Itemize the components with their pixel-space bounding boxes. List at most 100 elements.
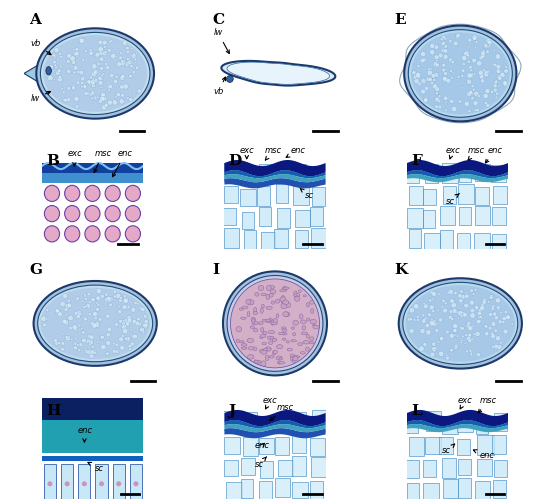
Circle shape <box>504 310 508 314</box>
Text: sc: sc <box>300 188 315 201</box>
Circle shape <box>475 305 479 310</box>
Circle shape <box>72 86 76 90</box>
Circle shape <box>82 85 86 88</box>
Circle shape <box>136 302 139 305</box>
Circle shape <box>453 41 458 46</box>
Ellipse shape <box>290 354 295 358</box>
Ellipse shape <box>272 351 276 355</box>
Polygon shape <box>425 164 438 183</box>
Circle shape <box>91 91 95 95</box>
Circle shape <box>84 349 87 352</box>
Circle shape <box>429 305 434 310</box>
Circle shape <box>457 317 460 320</box>
Circle shape <box>135 61 137 64</box>
Circle shape <box>438 293 440 295</box>
Circle shape <box>127 60 132 65</box>
Ellipse shape <box>240 341 244 343</box>
Ellipse shape <box>262 342 266 345</box>
Circle shape <box>123 298 128 303</box>
Ellipse shape <box>250 326 255 329</box>
Ellipse shape <box>303 341 309 344</box>
Circle shape <box>127 305 130 308</box>
Circle shape <box>505 315 510 320</box>
Circle shape <box>505 66 508 68</box>
Circle shape <box>98 318 102 322</box>
Circle shape <box>124 295 126 298</box>
Circle shape <box>443 308 447 313</box>
Text: J: J <box>228 404 236 418</box>
Circle shape <box>87 292 90 296</box>
Text: enc: enc <box>77 426 92 442</box>
Circle shape <box>67 59 70 63</box>
Polygon shape <box>274 229 288 248</box>
Circle shape <box>126 57 130 61</box>
Ellipse shape <box>45 226 59 242</box>
Circle shape <box>104 306 107 309</box>
Polygon shape <box>409 229 421 248</box>
Circle shape <box>438 95 441 98</box>
Circle shape <box>89 51 94 55</box>
Polygon shape <box>439 437 453 454</box>
Circle shape <box>87 327 89 329</box>
Polygon shape <box>459 207 471 225</box>
Ellipse shape <box>46 67 51 75</box>
Polygon shape <box>227 482 242 500</box>
Circle shape <box>58 312 62 317</box>
Circle shape <box>79 70 84 75</box>
Circle shape <box>503 81 507 85</box>
Circle shape <box>448 57 453 62</box>
Circle shape <box>100 86 102 89</box>
Circle shape <box>446 354 448 357</box>
Circle shape <box>101 344 106 350</box>
Text: enc: enc <box>286 146 305 157</box>
Ellipse shape <box>262 319 266 322</box>
Circle shape <box>94 84 96 87</box>
Text: enc: enc <box>485 146 503 163</box>
Circle shape <box>475 289 477 291</box>
Ellipse shape <box>254 307 257 312</box>
Circle shape <box>488 312 492 317</box>
Polygon shape <box>458 478 471 498</box>
Circle shape <box>468 339 472 343</box>
Circle shape <box>434 325 437 327</box>
Text: vb: vb <box>213 77 226 96</box>
Circle shape <box>80 81 84 85</box>
Circle shape <box>136 317 140 321</box>
Circle shape <box>102 73 105 75</box>
Circle shape <box>65 336 70 341</box>
Circle shape <box>74 51 79 56</box>
Circle shape <box>108 84 113 89</box>
Circle shape <box>45 318 48 320</box>
Circle shape <box>459 326 463 330</box>
Circle shape <box>116 75 118 78</box>
Polygon shape <box>223 163 238 181</box>
Polygon shape <box>276 183 288 203</box>
Text: B: B <box>46 154 59 168</box>
Circle shape <box>511 323 513 325</box>
Ellipse shape <box>263 348 268 351</box>
Polygon shape <box>260 461 273 478</box>
Circle shape <box>113 299 116 301</box>
Ellipse shape <box>266 347 271 351</box>
Circle shape <box>435 86 438 88</box>
Circle shape <box>56 309 60 314</box>
Circle shape <box>77 310 81 315</box>
Ellipse shape <box>267 336 272 340</box>
Circle shape <box>53 78 56 81</box>
Circle shape <box>118 305 120 308</box>
Text: sc: sc <box>88 462 103 473</box>
Circle shape <box>137 89 141 93</box>
Circle shape <box>125 321 130 326</box>
Circle shape <box>431 319 433 322</box>
Circle shape <box>481 75 484 77</box>
Circle shape <box>95 52 100 57</box>
Polygon shape <box>407 420 508 428</box>
Polygon shape <box>310 481 323 500</box>
Circle shape <box>121 93 124 97</box>
Circle shape <box>468 110 471 113</box>
Circle shape <box>430 352 435 357</box>
Circle shape <box>470 91 474 95</box>
Ellipse shape <box>241 347 247 349</box>
Circle shape <box>75 105 79 108</box>
Circle shape <box>54 64 57 67</box>
